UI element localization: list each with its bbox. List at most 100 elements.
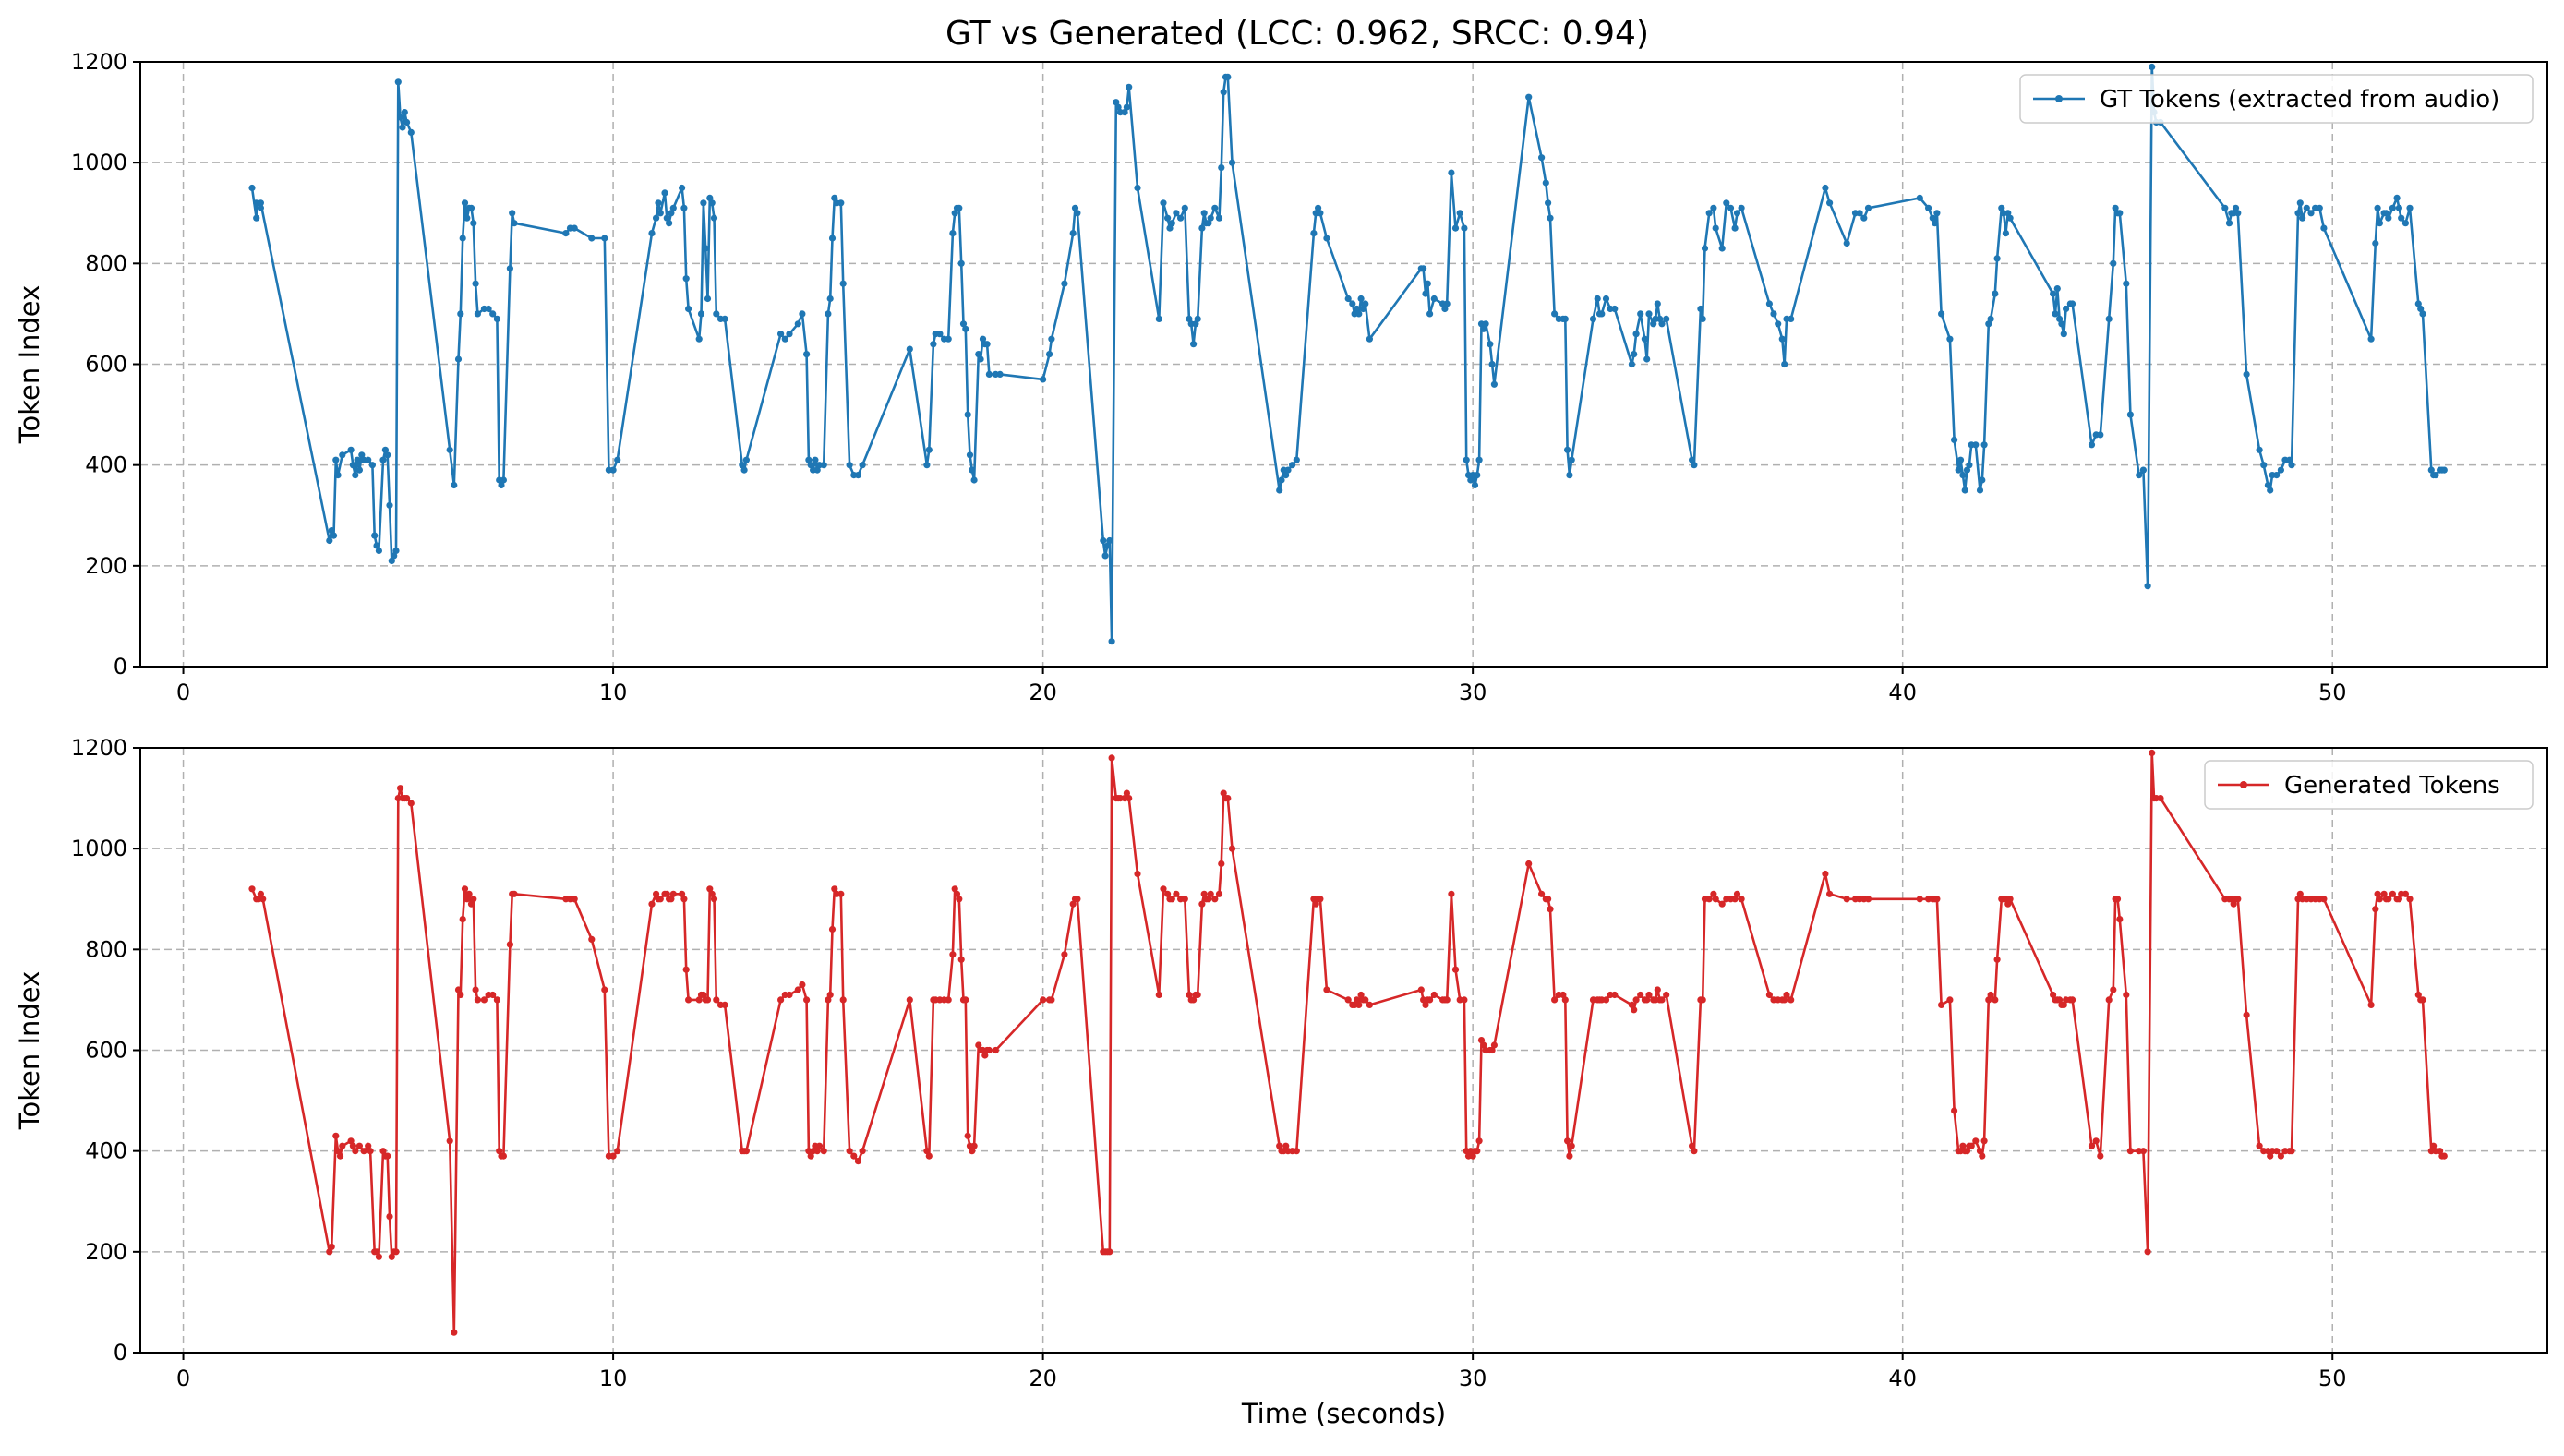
bottom-data-point	[949, 951, 957, 958]
top-data-point	[2267, 487, 2274, 494]
bottom-data-point	[1538, 890, 1546, 897]
top-data-point	[949, 230, 957, 237]
bottom-data-point	[373, 1248, 380, 1256]
top-data-point	[2277, 466, 2284, 474]
top-data-point	[1276, 487, 1283, 494]
top-data-point	[1284, 466, 1292, 474]
top-data-point	[1594, 295, 1601, 303]
bottom-data-point	[1525, 860, 1533, 868]
top-data-point	[2427, 466, 2435, 474]
top-data-point	[1932, 220, 1939, 227]
bottom-data-point	[957, 956, 965, 963]
top-data-point	[470, 220, 477, 227]
bottom-data-point	[710, 896, 718, 903]
top-data-point	[407, 128, 415, 136]
top-data-point	[1946, 335, 1954, 343]
bottom-data-point	[925, 1152, 933, 1160]
top-data-point	[1471, 481, 1479, 489]
top-data-point	[609, 466, 617, 474]
top-data-point	[1561, 315, 1569, 322]
top-data-point	[2376, 220, 2383, 227]
bottom-data-point	[1663, 991, 1670, 999]
bottom-x-tick-label: 40	[1888, 1366, 1917, 1391]
bottom-data-point	[2273, 1148, 2281, 1155]
bottom-data-point	[2430, 1142, 2438, 1149]
bottom-data-point	[2105, 996, 2113, 1004]
bottom-data-point	[837, 890, 845, 897]
top-data-point	[1074, 210, 1081, 217]
top-data-point	[826, 295, 834, 303]
bottom-data-point	[1164, 890, 1172, 897]
bottom-data-point	[799, 981, 806, 989]
top-data-point	[1366, 335, 1373, 343]
top-data-point	[2414, 300, 2422, 307]
top-data-point	[2126, 411, 2134, 418]
bottom-data-point	[332, 1132, 340, 1139]
top-data-point	[2264, 481, 2271, 489]
top-data-point	[1108, 638, 1115, 645]
bottom-data-point	[1781, 996, 1788, 1004]
top-data-point	[339, 451, 346, 459]
top-data-point	[2273, 471, 2281, 479]
bottom-data-point	[813, 1148, 821, 1155]
top-data-point	[332, 456, 340, 463]
top-data-point	[388, 557, 395, 565]
bottom-data-point	[1654, 986, 1661, 993]
bottom-data-point	[1200, 890, 1208, 897]
bottom-data-point	[1826, 890, 1834, 897]
top-data-point	[742, 456, 751, 463]
top-data-point	[1864, 204, 1872, 211]
top-data-point	[1040, 376, 1047, 383]
top-y-tick-label: 600	[85, 352, 127, 378]
top-y-axis-label: Token Index	[14, 285, 45, 445]
bottom-data-point	[474, 996, 482, 1004]
top-data-point	[1353, 305, 1361, 313]
bottom-data-point	[708, 890, 716, 897]
bottom-data-point	[742, 1148, 751, 1155]
top-data-point	[1538, 154, 1546, 162]
bottom-y-tick-label: 200	[85, 1239, 127, 1265]
top-data-point	[506, 265, 514, 272]
top-data-point	[1987, 315, 1994, 322]
bottom-data-point	[511, 890, 518, 897]
bottom-data-point	[1480, 1041, 1487, 1049]
top-data-point	[1430, 295, 1438, 303]
bottom-data-point	[1551, 996, 1559, 1004]
top-data-point	[2063, 305, 2070, 313]
bottom-data-point	[721, 1001, 728, 1008]
top-data-point	[2316, 204, 2323, 211]
bottom-data-point	[397, 785, 404, 792]
top-data-point	[846, 462, 853, 469]
bottom-data-point	[1658, 996, 1666, 1004]
bottom-data-point	[1228, 845, 1236, 852]
bottom-data-point	[2372, 906, 2379, 913]
top-data-point	[2232, 204, 2240, 211]
top-data-point	[1461, 224, 1468, 232]
bottom-data-point	[1126, 795, 1133, 802]
bottom-data-point	[349, 1142, 356, 1149]
top-data-point	[837, 199, 845, 207]
top-legend-label: GT Tokens (extracted from audio)	[2100, 86, 2499, 114]
bottom-data-point	[454, 986, 463, 993]
top-data-point	[2398, 214, 2405, 222]
top-data-point	[257, 199, 264, 207]
bottom-data-point	[2267, 1152, 2274, 1160]
top-data-point	[1976, 487, 1984, 494]
top-data-point	[2256, 446, 2263, 453]
top-data-point	[805, 456, 813, 463]
top-data-point	[2243, 370, 2250, 378]
top-panel-gt-tokens: 0 10 20 30 40 50 0 200 400 600 800 1000 1200 Token In…	[14, 49, 2548, 705]
top-data-point	[983, 341, 991, 348]
bottom-data-point	[1979, 1152, 1986, 1160]
top-data-point	[794, 320, 801, 328]
bottom-data-point	[2380, 890, 2388, 897]
top-data-point	[1663, 315, 1670, 322]
top-data-point	[1192, 320, 1199, 328]
bottom-data-point	[2277, 1152, 2284, 1160]
top-data-point	[1961, 487, 1968, 494]
bottom-data-point	[1963, 1148, 1971, 1155]
top-data-point	[1778, 335, 1786, 343]
top-data-point	[2002, 230, 2009, 237]
bottom-data-point	[2126, 1148, 2134, 1155]
